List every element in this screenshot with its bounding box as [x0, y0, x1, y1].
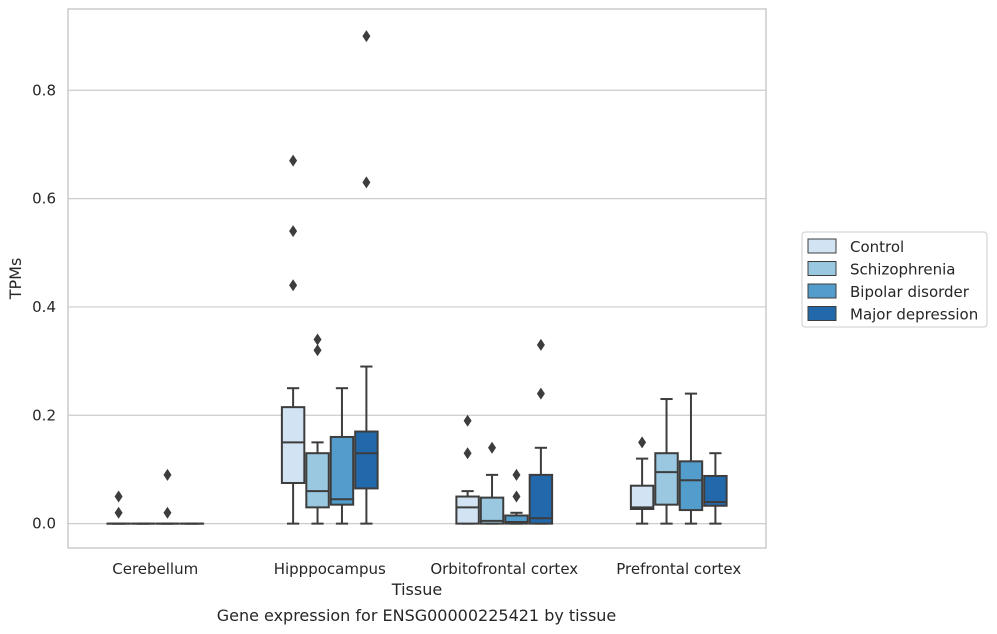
outlier-point	[362, 30, 371, 43]
box-iqr	[329, 435, 355, 506]
box-iqr	[703, 474, 728, 507]
box-bipolar-disorder	[678, 392, 704, 525]
outlier-point	[512, 468, 521, 481]
outlier-point	[536, 387, 545, 400]
box-control	[106, 490, 131, 525]
box-control	[629, 436, 655, 525]
box-major-depression	[354, 30, 379, 525]
outlier-point	[463, 447, 472, 460]
y-tick-label: 0.8	[32, 81, 56, 99]
legend-box	[801, 231, 988, 328]
box-iqr	[654, 452, 679, 506]
legend-swatch	[807, 261, 837, 276]
box-iqr	[678, 460, 704, 512]
box-iqr	[455, 495, 480, 525]
box-bipolar-disorder	[155, 468, 180, 525]
outlier-point	[163, 506, 172, 519]
legend-label: Bipolar disorder	[850, 283, 970, 301]
box-iqr	[354, 430, 379, 490]
outlier-point	[289, 279, 298, 292]
box-iqr	[504, 514, 529, 525]
y-tick-label: 0.0	[32, 515, 56, 533]
box-plot-marks	[106, 30, 728, 525]
x-axis-label: Tissue	[391, 580, 442, 599]
legend: Control Schizophrenia Bipolar disorder Majo…	[801, 231, 988, 328]
legend-swatch	[807, 238, 837, 254]
x-tick-label: Hipppocampus	[274, 560, 386, 578]
box-schizophrenia	[654, 398, 679, 525]
figure-caption: Gene expression for ENSG00000225421 by t…	[216, 606, 617, 625]
legend-swatch	[807, 283, 837, 299]
outlier-point	[463, 414, 472, 427]
grid-lines	[68, 89, 766, 525]
x-tick-label: Orbitofrontal cortex	[430, 560, 578, 578]
box-iqr	[280, 406, 306, 484]
y-axis-label: TPMs	[6, 258, 25, 301]
box-control	[455, 414, 480, 525]
plot-frame	[67, 8, 767, 549]
outlier-point	[289, 154, 298, 167]
outlier-point	[638, 436, 647, 449]
box-iqr	[528, 473, 554, 525]
legend-swatch	[807, 306, 837, 321]
outlier-point	[163, 468, 172, 481]
y-tick-label: 0.2	[32, 406, 56, 424]
box-control	[280, 154, 306, 525]
box-iqr	[629, 484, 655, 510]
y-tick-labels: 0.0 0.2 0.4 0.6 0.8	[32, 81, 56, 532]
outlier-point	[313, 333, 322, 346]
x-tick-labels: Cerebellum Hipppocampus Orbitofrontal cort…	[112, 560, 741, 578]
box-major-depression	[703, 452, 728, 525]
box-iqr	[305, 452, 330, 509]
box-schizophrenia	[479, 441, 505, 525]
outlier-point	[114, 506, 123, 519]
x-tick-label: Cerebellum	[112, 560, 198, 578]
y-tick-label: 0.6	[32, 190, 56, 208]
outlier-point	[313, 344, 322, 357]
outlier-point	[488, 441, 497, 454]
outlier-point	[114, 490, 123, 503]
box-bipolar-disorder	[329, 387, 355, 525]
legend-label: Control	[850, 238, 904, 256]
legend-label: Schizophrenia	[850, 261, 955, 279]
box-major-depression	[528, 338, 554, 525]
box-bipolar-disorder	[504, 468, 529, 525]
outlier-point	[536, 338, 545, 351]
legend-label: Major depression	[850, 306, 978, 324]
box-schizophrenia	[305, 333, 330, 525]
outlier-point	[512, 490, 521, 503]
y-tick-label: 0.4	[32, 298, 56, 316]
outlier-point	[289, 225, 298, 238]
box-iqr	[479, 496, 505, 525]
outlier-point	[362, 176, 371, 189]
x-tick-label: Prefrontal cortex	[616, 560, 741, 578]
